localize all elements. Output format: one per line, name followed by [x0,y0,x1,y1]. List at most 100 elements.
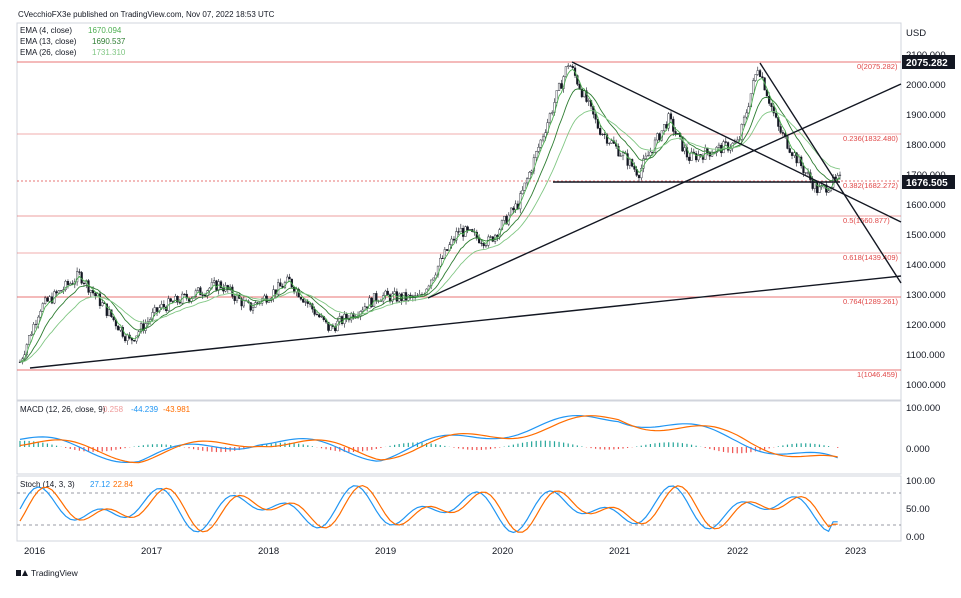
macd-hist-bar [576,445,578,447]
candle-body [765,89,769,97]
candle-body [557,83,561,91]
macd-hist-bar [521,442,524,447]
macd-hist-bar [119,447,122,449]
macd-hist-bar [188,447,190,449]
candle-body [340,316,344,324]
macd-hist-bar [325,447,327,450]
macd-hist-bar [549,440,551,447]
macd-hist-bar [307,445,309,447]
stoch-tick: 0.00 [906,532,925,543]
macd-hist-bar [439,445,441,447]
macd-value-3: -43.981 [163,405,191,414]
candle-body [601,133,604,135]
candle-body [811,179,814,189]
macd-hist-bar [764,447,766,450]
candle-body [603,133,606,135]
candle-body [197,287,200,291]
candle-body [605,134,609,144]
trendlines[interactable] [29,61,902,369]
macd-hist-bar [425,442,428,447]
tradingview-footer[interactable]: TradingView [16,568,78,578]
candles [18,63,842,365]
candle-body [98,293,102,306]
rising-trendline [427,83,902,299]
candle-body [240,298,243,307]
macd-hist-bar [608,447,610,450]
candle-body [368,297,371,309]
macd-hist-bar [553,441,556,447]
macd-hist-bar [581,446,583,447]
macd-hist-bar [704,447,706,448]
macd-hist-bar [33,441,35,447]
candle-body [512,207,515,211]
macd-hist-bar [471,447,473,450]
candle-body [320,316,323,318]
macd-hist-bar [293,443,295,447]
candle-body [484,245,488,247]
macd-hist-bar [709,447,711,450]
macd-hist-bar [727,447,729,453]
candle-body [797,156,800,164]
candle-body [790,152,794,156]
candle-body [626,153,629,166]
candle-body [804,172,807,174]
fib-label-05: 0.5(1560.877) [843,216,890,225]
year-tick: 2022 [727,546,748,557]
candle-body [384,290,387,296]
candle-body [834,176,837,179]
macd-hist-bar [626,447,629,448]
ema4-value: 1670.094 [88,26,122,35]
candle-body [55,291,58,294]
candle-body [242,300,245,307]
candle-body [263,295,266,299]
macd-hist-bar [243,447,245,450]
price-tick: 1600.000 [906,200,946,211]
macd-hist-bar [722,447,725,452]
candle-body [772,106,775,114]
macd-hist-bar [517,443,519,447]
macd-hist-bar [786,444,789,447]
candle-body [404,292,408,301]
macd-hist-bar [362,447,364,452]
macd-hist-bar [622,447,624,449]
publisher-text: CVecchioFX3e published on TradingView.co… [18,10,275,19]
candle-body [608,142,611,144]
macd-hist-bar [805,443,807,447]
candle-body [795,152,798,164]
candle-body [617,146,620,157]
macd-hist-bar [19,440,21,447]
macd-hist-bar [535,440,537,447]
candle-body [768,96,771,104]
candle-body [199,287,202,296]
candle-body [649,151,652,156]
ema26-value: 1731.310 [92,48,126,57]
candle-body [774,112,778,118]
candle-body [89,290,92,293]
candle-body [174,296,177,303]
macd-hist-bar [430,443,432,447]
macd-hist-bar [279,442,281,447]
macd-hist-bar [220,447,222,453]
macd-hist-bar [170,445,172,447]
candle-body [541,136,545,141]
ema-legend: EMA (4, close) 1670.094 EMA (13, close) … [20,26,126,57]
macd-hist-bar [741,447,743,454]
candle-body [34,323,38,325]
price-tick: 1200.000 [906,320,946,331]
price-tick: 1400.000 [906,260,946,271]
candle-body [160,304,163,308]
price-axis: USD 2100.000 2000.000 1900.000 1800.000 … [902,28,955,391]
candle-body [176,296,179,303]
macd-hist-bar [266,444,268,447]
macd-hist-bar [480,447,482,450]
candle-body [78,271,81,273]
candle-body [756,70,759,75]
descending-trendline-b [759,62,902,284]
macd-hist-bar [617,447,620,450]
candle-body [665,124,668,129]
macd-hist-bar [371,447,373,450]
candle-body [647,155,650,157]
candle-body [126,334,129,341]
macd-hist-bar [695,445,697,447]
